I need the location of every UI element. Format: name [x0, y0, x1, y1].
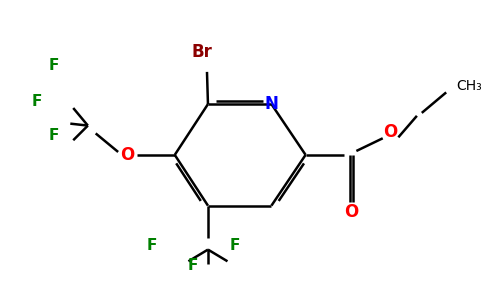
Text: O: O: [344, 202, 359, 220]
Text: CH₃: CH₃: [456, 79, 482, 93]
Text: Br: Br: [192, 44, 212, 62]
Text: F: F: [48, 58, 59, 73]
Text: F: F: [146, 238, 156, 253]
Text: F: F: [187, 258, 197, 273]
Text: F: F: [48, 128, 59, 143]
Text: F: F: [229, 238, 240, 253]
Text: F: F: [32, 94, 42, 109]
Text: O: O: [383, 123, 398, 141]
Text: O: O: [120, 146, 134, 164]
Text: N: N: [264, 95, 278, 113]
